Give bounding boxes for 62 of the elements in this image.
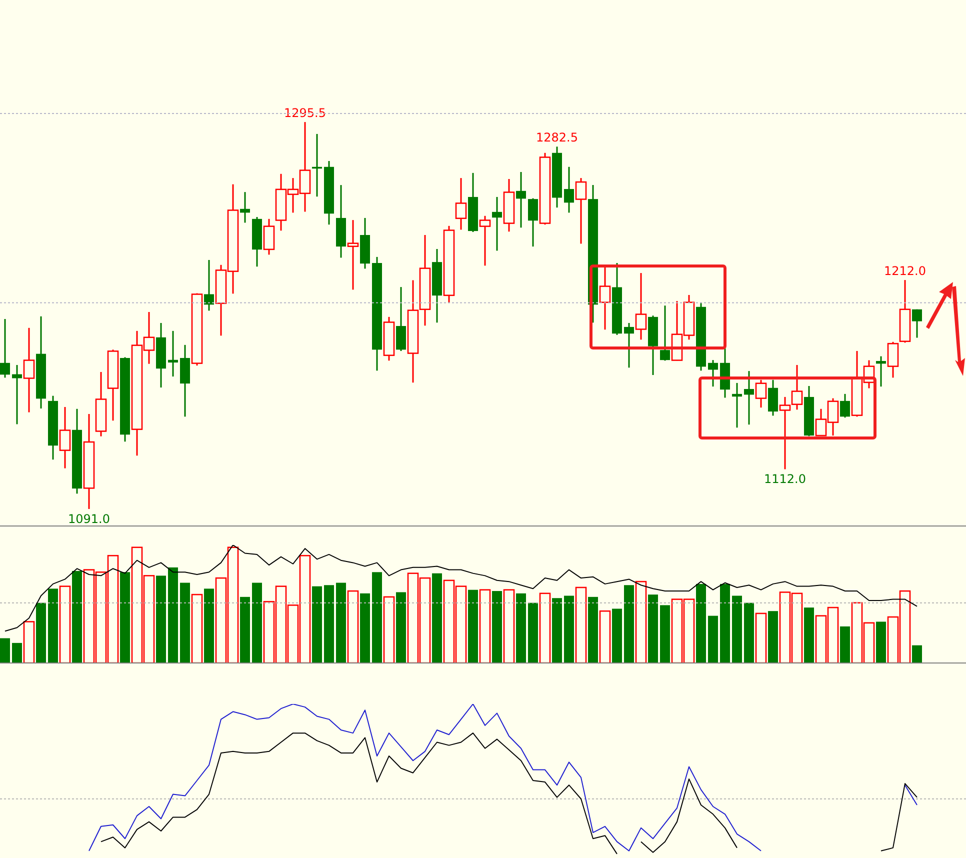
bar bbox=[0, 638, 10, 663]
bar bbox=[204, 588, 214, 663]
bar bbox=[696, 584, 706, 663]
bar bbox=[804, 608, 814, 663]
bar bbox=[840, 626, 850, 663]
bar bbox=[468, 590, 478, 663]
bar bbox=[36, 602, 46, 663]
bar bbox=[360, 593, 370, 663]
candlestick bbox=[564, 166, 574, 214]
candlestick bbox=[708, 359, 718, 388]
bar bbox=[324, 585, 334, 663]
bar bbox=[612, 608, 622, 663]
bar bbox=[516, 593, 526, 663]
bar bbox=[372, 572, 382, 663]
text: 1112.0 bbox=[764, 472, 806, 486]
candlestick bbox=[912, 308, 922, 338]
bar bbox=[648, 594, 658, 663]
bar bbox=[660, 605, 670, 663]
bar bbox=[432, 573, 442, 663]
candlestick bbox=[660, 304, 670, 362]
bar bbox=[744, 602, 754, 663]
bar bbox=[720, 584, 730, 663]
text: 1091.0 bbox=[68, 512, 110, 526]
candlestick bbox=[768, 379, 778, 416]
bar bbox=[876, 622, 886, 663]
bar bbox=[252, 582, 262, 663]
bar bbox=[72, 570, 82, 663]
bar bbox=[168, 567, 178, 663]
candlestick bbox=[240, 191, 250, 224]
bar bbox=[768, 611, 778, 663]
candlestick bbox=[732, 382, 742, 428]
text: 1212.0 bbox=[884, 264, 926, 278]
candlestick bbox=[0, 318, 10, 378]
bar bbox=[492, 591, 502, 663]
candlestick bbox=[168, 330, 178, 378]
candlestick bbox=[516, 171, 526, 228]
bar bbox=[732, 596, 742, 663]
bar bbox=[48, 588, 58, 663]
bar bbox=[312, 586, 322, 663]
candlestick bbox=[204, 259, 214, 312]
candlestick bbox=[876, 356, 886, 388]
candlestick bbox=[396, 286, 406, 352]
bar bbox=[912, 645, 922, 663]
candlestick bbox=[744, 370, 754, 426]
bar bbox=[396, 592, 406, 663]
bar bbox=[156, 576, 166, 663]
candlestick bbox=[624, 322, 634, 368]
candlestick bbox=[840, 393, 850, 418]
bar bbox=[180, 582, 190, 663]
text: 1282.5 bbox=[536, 130, 578, 145]
bar bbox=[528, 602, 538, 663]
candlestick bbox=[528, 198, 538, 248]
bar bbox=[120, 572, 130, 663]
bar bbox=[240, 596, 250, 663]
bar bbox=[708, 616, 718, 663]
candlestick bbox=[492, 196, 502, 252]
bar bbox=[624, 585, 634, 663]
bar bbox=[336, 582, 346, 663]
bar bbox=[12, 642, 22, 663]
bar bbox=[552, 598, 562, 663]
bar bbox=[564, 596, 574, 663]
bar bbox=[588, 596, 598, 663]
